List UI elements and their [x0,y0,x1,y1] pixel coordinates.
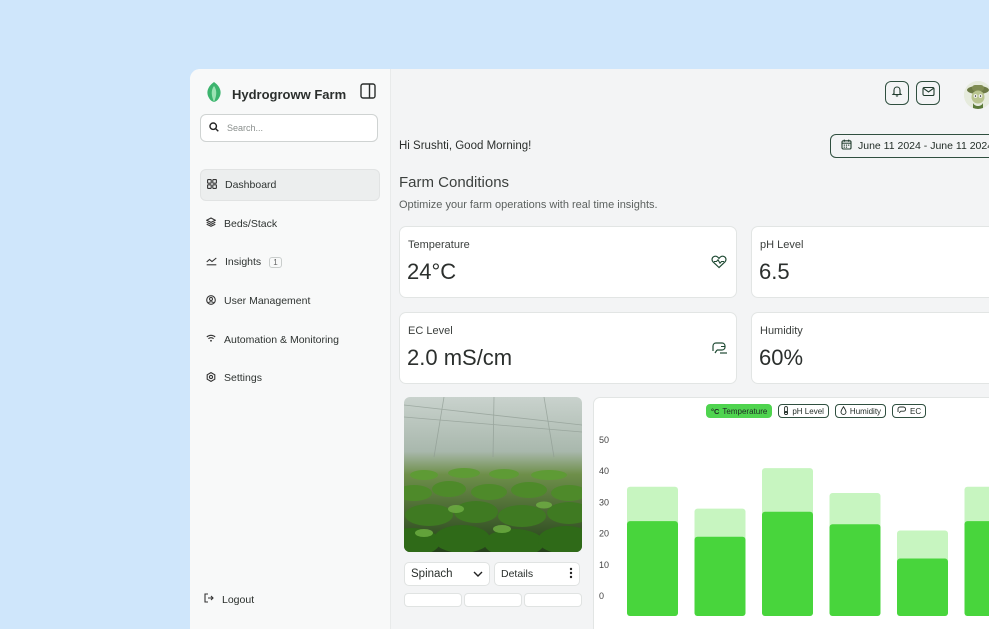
sidebar-item-label: Insights [225,256,261,268]
ec-icon [897,406,907,416]
search-box [200,114,378,142]
chart-legend: °C Temperature pH Level Humidity EC [706,404,926,418]
date-range-label: June 11 2024 - June 11 2024 [858,140,989,152]
bar-lower[interactable] [897,559,948,616]
y-tick-label: 20 [599,529,609,539]
bar-lower[interactable] [627,521,678,616]
search-input[interactable] [225,122,369,134]
date-range-picker[interactable]: June 11 2024 - June 11 2024 [830,134,989,158]
section-title: Farm Conditions [399,174,509,191]
card-value: 6.5 [759,259,790,285]
more-vertical-icon [569,567,573,582]
legend-temperature[interactable]: °C Temperature [706,404,772,418]
legend-humidity[interactable]: Humidity [835,404,886,418]
section-subtitle: Optimize your farm operations with real … [399,199,658,211]
greeting-text: Hi Srushti, Good Morning! [399,140,531,152]
legend-label: pH Level [792,407,824,416]
y-tick-label: 40 [599,466,609,476]
search-icon [209,119,219,137]
messages-button[interactable] [916,81,940,105]
legend-ph-level[interactable]: pH Level [778,404,829,418]
bar-lower[interactable] [695,537,746,616]
details-button[interactable]: Details [494,562,580,586]
main-content: Hi Srushti, Good Morning! June 11 2024 -… [390,69,989,629]
bar-lower[interactable] [830,524,881,616]
card-label: EC Level [408,325,453,337]
crop-tab[interactable] [404,593,462,607]
sidebar-item-dashboard[interactable]: Dashboard [200,169,380,201]
card-value: 60% [759,345,803,371]
heart-pulse-icon [711,255,727,274]
y-tick-label: 50 [599,435,609,445]
sidebar-item-label: Dashboard [225,179,276,191]
wifi-icon [206,333,216,346]
layers-icon [206,217,216,230]
sidebar-item-insights[interactable]: Insights 1 [200,246,380,278]
leaf-logo-icon [204,81,224,108]
user-avatar[interactable] [964,81,989,109]
sidebar-nav: Dashboard Beds/Stack Insights 1 User Man… [200,169,380,401]
card-label: pH Level [760,239,803,251]
brand: Hydrogroww Farm [204,81,346,108]
sidebar-item-label: User Management [224,295,310,307]
ec-icon [711,341,729,360]
legend-label: Humidity [850,407,881,416]
y-tick-label: 30 [599,497,609,507]
sidebar-item-label: Settings [224,372,262,384]
legend-ec[interactable]: EC [892,404,926,418]
droplet-icon [840,406,847,417]
temperature-unit-icon: °C [711,407,719,416]
temperature-card[interactable]: Temperature 24°C [399,226,737,298]
sidebar-item-automation-monitoring[interactable]: Automation & Monitoring [200,324,380,356]
crop-tab[interactable] [524,593,582,607]
trend-icon [206,256,217,269]
sidebar-toggle-icon[interactable] [360,83,376,99]
crop-select-value: Spinach [411,568,453,580]
sidebar-item-label: Beds/Stack [224,218,277,230]
sidebar-item-beds-stack[interactable]: Beds/Stack [200,208,380,240]
ec-level-card[interactable]: EC Level 2.0 mS/cm [399,312,737,384]
app-window: Hydrogroww Farm Dashboard Beds/Stack Ins… [190,69,989,629]
sidebar-item-label: Automation & Monitoring [224,334,339,346]
insights-count-badge: 1 [269,257,281,268]
brand-name: Hydrogroww Farm [232,87,346,102]
card-label: Humidity [760,325,803,337]
grid-icon [207,179,217,192]
sidebar-item-user-management[interactable]: User Management [200,285,380,317]
humidity-card[interactable]: Humidity 60% [751,312,989,384]
settings-icon [206,372,216,385]
details-label: Details [501,568,533,580]
y-tick-label: 10 [599,560,609,570]
bar-lower[interactable] [965,521,989,616]
bar-lower[interactable] [762,512,813,616]
user-circle-icon [206,295,216,308]
crop-panel: Spinach Details [399,397,583,629]
chevron-down-icon [473,568,483,580]
crop-photo [404,397,582,552]
card-value: 2.0 mS/cm [407,345,512,371]
sidebar: Hydrogroww Farm Dashboard Beds/Stack Ins… [190,69,391,629]
crop-tab[interactable] [464,593,522,607]
notifications-button[interactable] [885,81,909,105]
mail-icon [922,84,935,102]
legend-label: Temperature [722,407,767,416]
thermometer-icon [783,406,789,417]
bell-icon [891,84,903,102]
card-value: 24°C [407,259,456,285]
card-label: Temperature [408,239,470,251]
ph-level-card[interactable]: pH Level 6.5 [751,226,989,298]
legend-label: EC [910,407,921,416]
crop-select[interactable]: Spinach [404,562,490,586]
calendar-icon [841,139,852,153]
sidebar-item-settings[interactable]: Settings [200,362,380,394]
